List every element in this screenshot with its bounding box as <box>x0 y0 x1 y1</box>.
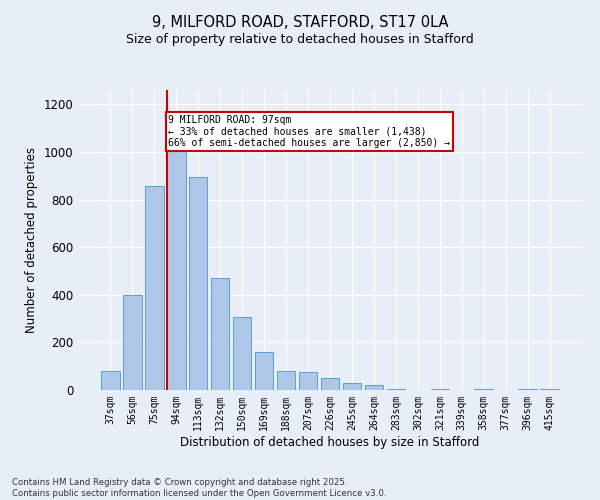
Bar <box>211 278 229 390</box>
Bar <box>233 318 251 390</box>
Bar <box>167 150 185 390</box>
Bar <box>475 389 493 390</box>
Bar <box>299 372 317 390</box>
Bar <box>518 389 537 390</box>
Text: 9, MILFORD ROAD, STAFFORD, ST17 0LA: 9, MILFORD ROAD, STAFFORD, ST17 0LA <box>152 15 448 30</box>
Bar <box>255 352 274 390</box>
Text: Size of property relative to detached houses in Stafford: Size of property relative to detached ho… <box>126 32 474 46</box>
Text: 9 MILFORD ROAD: 97sqm
← 33% of detached houses are smaller (1,438)
66% of semi-d: 9 MILFORD ROAD: 97sqm ← 33% of detached … <box>169 115 451 148</box>
Y-axis label: Number of detached properties: Number of detached properties <box>25 147 38 333</box>
Bar <box>123 295 142 390</box>
Bar <box>189 177 208 390</box>
Bar <box>101 371 119 390</box>
Bar <box>541 389 559 390</box>
Bar <box>386 389 405 390</box>
X-axis label: Distribution of detached houses by size in Stafford: Distribution of detached houses by size … <box>181 436 479 448</box>
Bar <box>343 383 361 390</box>
Bar <box>365 385 383 390</box>
Bar <box>145 186 164 390</box>
Bar <box>431 389 449 390</box>
Bar <box>277 371 295 390</box>
Bar <box>320 378 340 390</box>
Text: Contains HM Land Registry data © Crown copyright and database right 2025.
Contai: Contains HM Land Registry data © Crown c… <box>12 478 386 498</box>
